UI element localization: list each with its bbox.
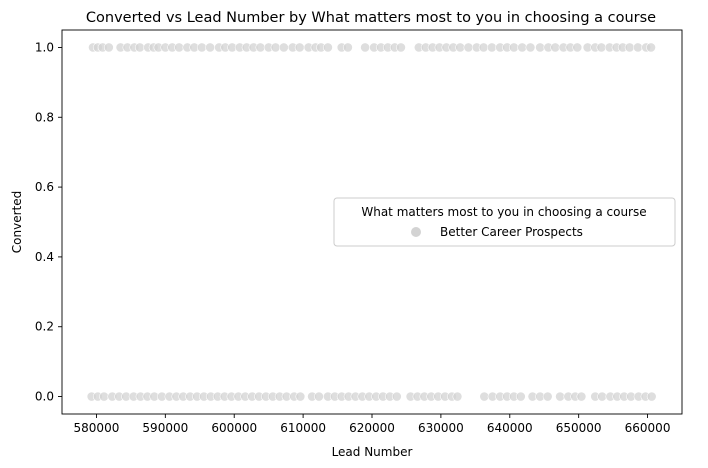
x-tick-label: 590000 (142, 421, 188, 435)
x-tick-label: 660000 (625, 421, 671, 435)
data-point (550, 42, 561, 53)
x-tick-label: 600000 (211, 421, 257, 435)
data-point (646, 42, 656, 53)
data-point (174, 42, 185, 53)
data-point (576, 391, 587, 402)
data-point (205, 42, 216, 53)
x-tick-label: 640000 (487, 421, 533, 435)
y-axis-ticks: 0.0 0.2 0.4 0.6 0.8 1.0 (35, 40, 62, 404)
data-point (455, 42, 466, 53)
data-point (596, 42, 607, 53)
data-point (572, 42, 583, 53)
data-point (478, 42, 489, 53)
data-point (624, 42, 635, 53)
data-point (633, 42, 643, 53)
legend-title: What matters most to you in choosing a c… (361, 205, 646, 219)
x-axis-ticks: 580000 590000 600000 610000 620000 630000 6400… (74, 414, 671, 435)
data-point (396, 42, 406, 53)
points-layer (86, 42, 657, 402)
legend-marker (411, 227, 421, 237)
y-axis-label: Converted (10, 191, 24, 253)
data-point (517, 42, 528, 53)
data-point (342, 42, 353, 53)
data-point (270, 42, 281, 53)
x-tick-label: 630000 (418, 421, 464, 435)
y-tick-label: 0.6 (35, 180, 54, 194)
data-point (452, 391, 463, 402)
x-tick-label: 620000 (349, 421, 395, 435)
data-point (196, 42, 207, 53)
y-tick-label: 1.0 (35, 40, 54, 54)
data-point (323, 42, 333, 53)
data-point (255, 42, 266, 53)
data-point (463, 42, 474, 53)
x-tick-label: 580000 (74, 421, 120, 435)
y-tick-label: 0.4 (35, 250, 54, 264)
x-tick-label: 610000 (280, 421, 326, 435)
data-point (360, 42, 371, 53)
legend-entry-label: Better Career Prospects (440, 225, 583, 239)
x-tick-label: 650000 (556, 421, 602, 435)
y-tick-label: 0.8 (35, 110, 54, 124)
data-point (542, 391, 553, 402)
data-point (509, 42, 519, 53)
data-point (597, 391, 607, 402)
data-point (479, 391, 490, 402)
data-point (555, 391, 565, 402)
y-tick-label: 0.0 (35, 390, 54, 404)
data-point (535, 42, 545, 53)
x-axis-label: Lead Number (332, 445, 413, 459)
data-point (515, 391, 526, 402)
data-point (103, 42, 114, 53)
data-point (391, 391, 402, 402)
data-point (525, 42, 536, 53)
data-point (314, 391, 324, 402)
data-point (134, 42, 145, 53)
data-point (278, 42, 289, 53)
data-point (295, 391, 306, 402)
data-point (99, 391, 109, 402)
data-point (646, 391, 657, 402)
legend: What matters most to you in choosing a c… (333, 197, 676, 247)
data-point (294, 42, 305, 53)
chart-title: Converted vs Lead Number by What matters… (86, 10, 656, 26)
y-tick-label: 0.2 (35, 320, 54, 334)
data-point (486, 42, 497, 53)
